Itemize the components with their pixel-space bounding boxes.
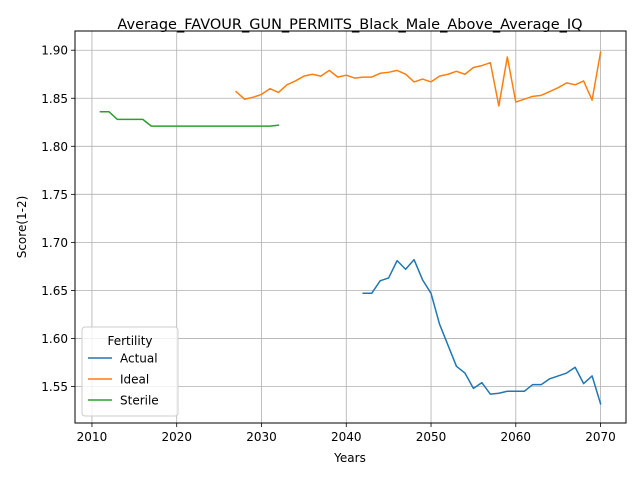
plot-frame	[74, 30, 627, 424]
x-axis-label: Years	[333, 451, 366, 465]
y-tick-label: 1.55	[41, 380, 68, 394]
y-tick-label: 1.65	[41, 284, 68, 298]
y-tick-label: 1.60	[41, 332, 68, 346]
y-axis-ticks: 1.55 1.60 1.65 1.70 1.75 1.80 1.85 1.90	[41, 44, 75, 394]
legend-label-actual: Actual	[120, 352, 158, 366]
legend-entries: Actual Ideal Sterile	[88, 352, 159, 408]
y-tick-label: 1.75	[41, 188, 68, 202]
x-tick-label: 2050	[416, 430, 447, 444]
legend-label-ideal: Ideal	[120, 373, 149, 387]
legend-box	[81, 326, 179, 417]
y-tick-label: 1.70	[41, 236, 68, 250]
y-tick-label: 1.90	[41, 44, 68, 58]
series-line-sterile	[99, 110, 280, 127]
series-line-ideal	[235, 51, 602, 107]
y-tick-label: 1.85	[41, 92, 68, 106]
x-tick-label: 2020	[161, 430, 192, 444]
x-tick-label: 2010	[77, 430, 108, 444]
chart-title: Average_FAVOUR_GUN_PERMITS_Black_Male_Ab…	[117, 17, 582, 33]
y-axis-label: Score(1-2)	[15, 196, 29, 259]
x-tick-label: 2070	[585, 430, 616, 444]
x-tick-label: 2030	[246, 430, 277, 444]
series-layer	[99, 51, 602, 405]
x-tick-label: 2060	[501, 430, 532, 444]
legend-title: Fertility	[107, 334, 152, 348]
x-tick-label: 2040	[331, 430, 362, 444]
legend-label-sterile: Sterile	[120, 394, 159, 408]
legend: Fertility Actual Ideal Sterile	[81, 326, 179, 417]
y-tick-label: 1.80	[41, 140, 68, 154]
series-line-actual	[362, 258, 602, 405]
x-axis-ticks: 2010 2020 2030 2040 2050 2060 2070	[77, 423, 616, 444]
